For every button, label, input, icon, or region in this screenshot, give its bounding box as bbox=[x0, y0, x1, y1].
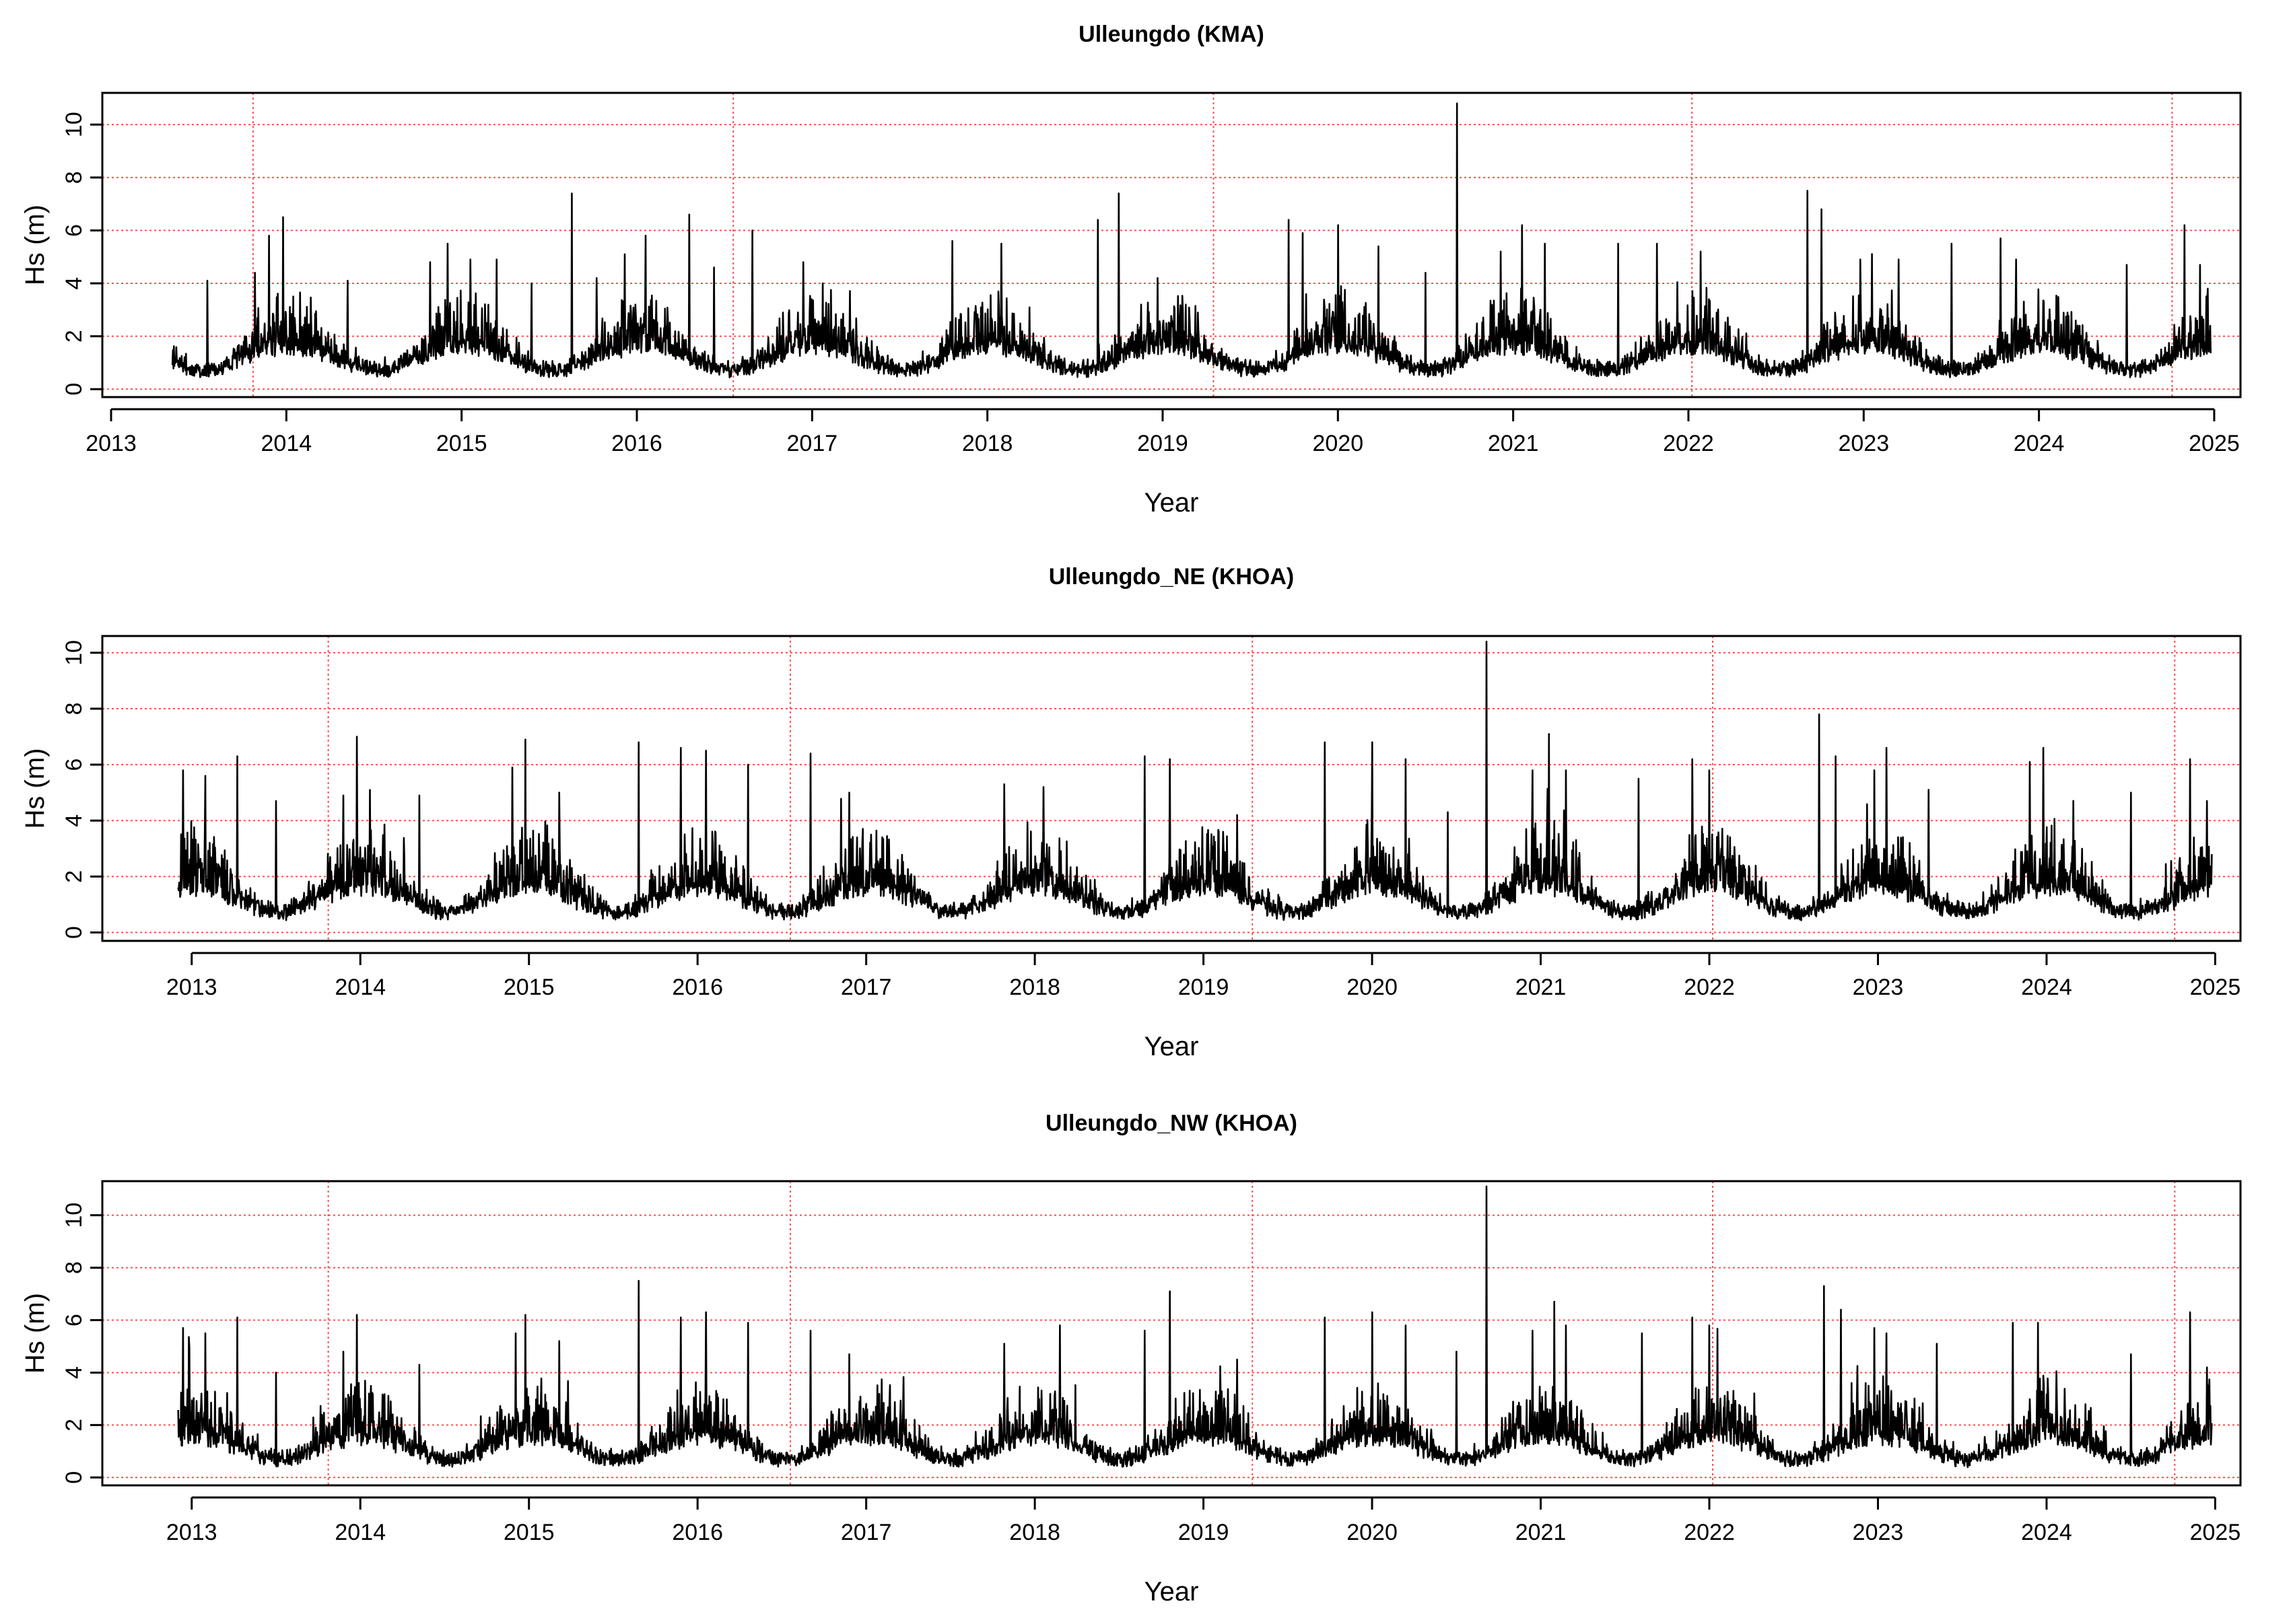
panel-khoa_ne: Ulleungdo_NE (KHOA) 0 2 4 6 8 10 Hs (m) 2013 2014… bbox=[20, 564, 2242, 1061]
x-tick-label: 2024 bbox=[2021, 1520, 2072, 1545]
x-tick-label: 2013 bbox=[85, 431, 137, 456]
x-tick-label: 2024 bbox=[2014, 431, 2065, 456]
y-tick-label: 0 bbox=[61, 383, 87, 396]
hs-series-line bbox=[177, 641, 2213, 921]
x-tick-label: 2017 bbox=[787, 431, 838, 456]
x-tick-label: 2018 bbox=[962, 431, 1013, 456]
panel-title: Ulleungdo (KMA) bbox=[1079, 22, 1264, 47]
hs-series-line bbox=[177, 1185, 2213, 1469]
y-tick-label: 6 bbox=[61, 1314, 87, 1327]
x-tick-label: 2014 bbox=[335, 975, 386, 1000]
y-tick-label: 8 bbox=[61, 1261, 87, 1274]
x-axis-label: Year bbox=[1144, 1032, 1199, 1061]
x-tick-label: 2021 bbox=[1488, 431, 1539, 456]
x-tick-label: 2025 bbox=[2190, 1520, 2241, 1545]
x-tick-label: 2013 bbox=[166, 975, 217, 1000]
y-tick-label: 10 bbox=[61, 640, 87, 666]
y-tick-label: 6 bbox=[61, 224, 87, 237]
x-tick-label: 2025 bbox=[2189, 431, 2240, 456]
y-tick-label: 0 bbox=[61, 1471, 87, 1484]
x-tick-label: 2019 bbox=[1137, 431, 1188, 456]
x-tick-label: 2021 bbox=[1515, 975, 1567, 1000]
x-tick-label: 2024 bbox=[2021, 975, 2072, 1000]
y-axis-label: Hs (m) bbox=[20, 748, 50, 829]
y-tick-label: 4 bbox=[61, 277, 87, 290]
x-tick-label: 2023 bbox=[1853, 975, 1904, 1000]
x-tick-label: 2015 bbox=[504, 975, 555, 1000]
x-tick-label: 2017 bbox=[841, 975, 892, 1000]
y-axis-label: Hs (m) bbox=[20, 205, 50, 285]
x-tick-label: 2022 bbox=[1684, 1520, 1735, 1545]
y-tick-label: 10 bbox=[61, 112, 87, 137]
x-tick-label: 2021 bbox=[1515, 1520, 1567, 1545]
hs-series-line bbox=[171, 102, 2212, 378]
x-tick-label: 2022 bbox=[1663, 431, 1714, 456]
x-tick-label: 2019 bbox=[1178, 975, 1229, 1000]
x-tick-label: 2020 bbox=[1312, 431, 1363, 456]
y-tick-label: 4 bbox=[61, 814, 87, 827]
y-tick-label: 2 bbox=[61, 1419, 87, 1432]
x-tick-label: 2017 bbox=[841, 1520, 892, 1545]
x-tick-label: 2023 bbox=[1838, 431, 1889, 456]
y-tick-label: 0 bbox=[61, 926, 87, 939]
x-axis-label: Year bbox=[1144, 488, 1199, 518]
x-tick-label: 2019 bbox=[1178, 1520, 1229, 1545]
x-tick-label: 2014 bbox=[335, 1520, 386, 1545]
x-tick-label: 2013 bbox=[166, 1520, 217, 1545]
y-tick-label: 4 bbox=[61, 1366, 87, 1379]
y-tick-label: 10 bbox=[61, 1203, 87, 1228]
x-tick-label: 2020 bbox=[1346, 975, 1398, 1000]
x-tick-label: 2016 bbox=[611, 431, 662, 456]
panel-khoa_nw: Ulleungdo_NW (KHOA) 0 2 4 6 8 10 Hs (m) 2013 2014… bbox=[20, 1110, 2242, 1607]
x-tick-label: 2020 bbox=[1346, 1520, 1398, 1545]
x-tick-label: 2016 bbox=[672, 1520, 723, 1545]
y-tick-label: 2 bbox=[61, 870, 87, 883]
x-tick-label: 2016 bbox=[672, 975, 723, 1000]
plot-frame bbox=[101, 1180, 2242, 1487]
panel-title: Ulleungdo_NE (KHOA) bbox=[1049, 564, 1295, 590]
x-tick-label: 2025 bbox=[2190, 975, 2241, 1000]
x-tick-label: 2018 bbox=[1009, 1520, 1060, 1545]
x-tick-label: 2014 bbox=[261, 431, 312, 456]
plot-frame bbox=[101, 635, 2242, 942]
y-tick-label: 8 bbox=[61, 171, 87, 184]
x-tick-label: 2022 bbox=[1684, 975, 1735, 1000]
x-tick-label: 2018 bbox=[1009, 975, 1060, 1000]
x-tick-label: 2015 bbox=[504, 1520, 555, 1545]
y-tick-label: 8 bbox=[61, 703, 87, 715]
plot-frame bbox=[101, 92, 2242, 398]
panel-title: Ulleungdo_NW (KHOA) bbox=[1046, 1110, 1297, 1136]
y-tick-label: 2 bbox=[61, 330, 87, 343]
x-axis-label: Year bbox=[1144, 1577, 1199, 1607]
panel-kma: Ulleungdo (KMA) 0 2 4 6 8 10 Hs (m) 2013 2014 2015… bbox=[20, 22, 2242, 518]
x-tick-label: 2023 bbox=[1853, 1520, 1904, 1545]
y-axis-label: Hs (m) bbox=[20, 1293, 50, 1374]
y-tick-label: 6 bbox=[61, 758, 87, 771]
x-tick-label: 2015 bbox=[436, 431, 487, 456]
